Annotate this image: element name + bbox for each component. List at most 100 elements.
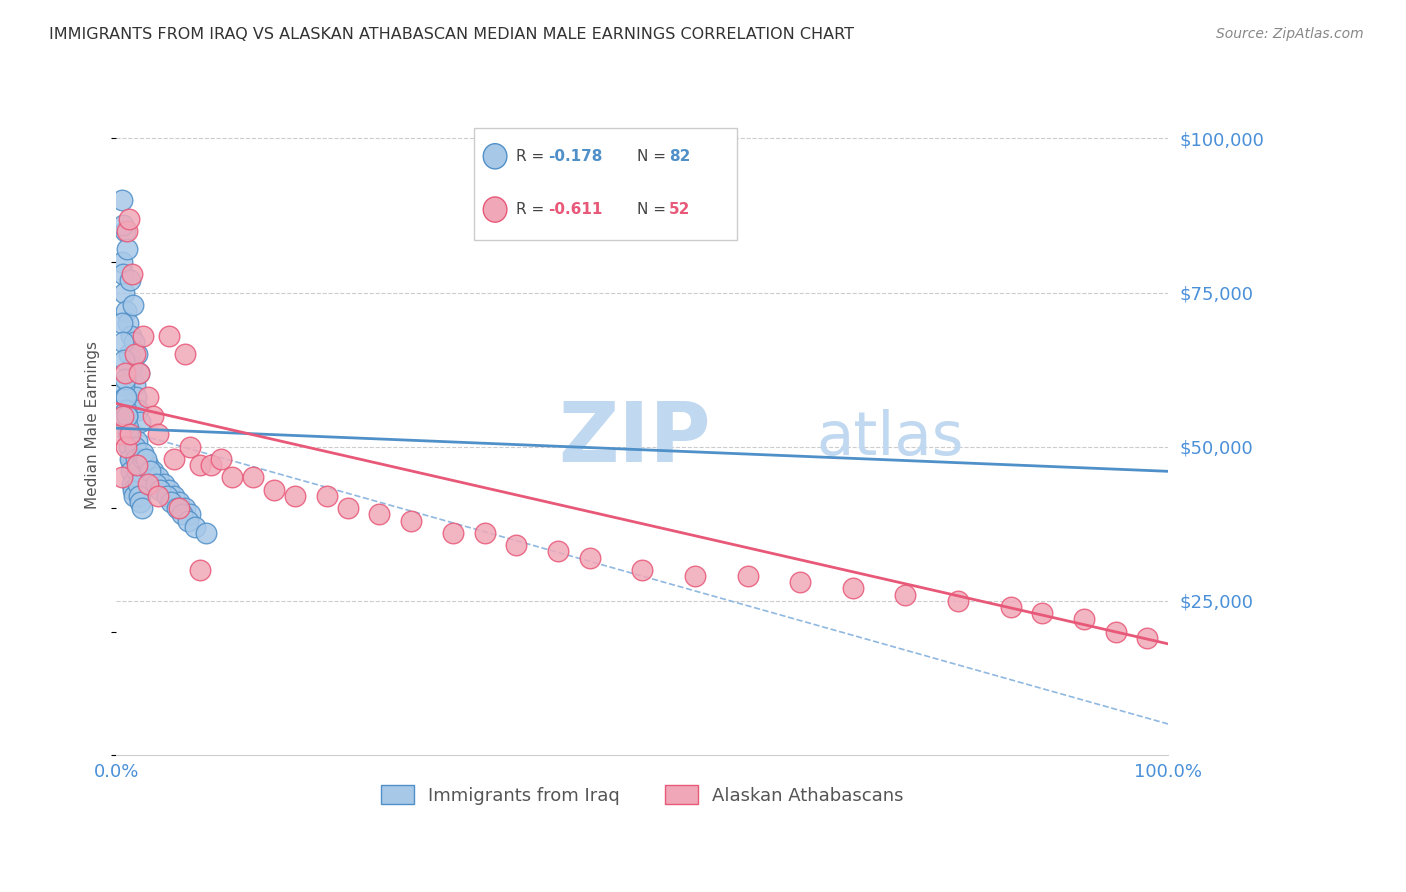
Point — [115, 243, 138, 257]
Point — [127, 434, 149, 448]
Legend: Immigrants from Iraq, Alaskan Athabascans: Immigrants from Iraq, Alaskan Athabascan… — [374, 778, 911, 812]
Point — [170, 508, 193, 522]
Point — [124, 440, 146, 454]
Point — [200, 458, 222, 472]
Point — [169, 495, 191, 509]
Point — [128, 458, 150, 472]
Point — [110, 193, 132, 207]
Point — [127, 458, 149, 472]
Point — [136, 390, 159, 404]
Point — [111, 218, 134, 232]
Point — [160, 495, 183, 509]
Point — [441, 526, 464, 541]
Point — [124, 347, 146, 361]
Point — [114, 366, 136, 380]
Point — [179, 440, 201, 454]
Point — [114, 224, 136, 238]
Text: Source: ZipAtlas.com: Source: ZipAtlas.com — [1216, 27, 1364, 41]
Point — [127, 347, 149, 361]
Point — [120, 452, 142, 467]
Point — [157, 483, 180, 497]
Point — [547, 544, 569, 558]
Point — [118, 347, 141, 361]
Point — [110, 427, 132, 442]
Point — [127, 446, 149, 460]
Point — [399, 514, 422, 528]
Point — [179, 508, 201, 522]
Point — [122, 464, 145, 478]
Point — [117, 317, 139, 331]
Point — [131, 452, 153, 467]
Point — [263, 483, 285, 497]
Point — [683, 569, 706, 583]
Point — [894, 588, 917, 602]
Point — [110, 470, 132, 484]
Point — [177, 514, 200, 528]
Point — [125, 390, 148, 404]
Point — [125, 452, 148, 467]
Point — [152, 476, 174, 491]
Point — [114, 390, 136, 404]
Point — [118, 427, 141, 442]
Point — [118, 440, 141, 454]
Point — [135, 452, 157, 467]
Point — [114, 440, 136, 454]
Point — [505, 538, 527, 552]
Point — [122, 483, 145, 497]
Point — [336, 501, 359, 516]
Point — [131, 501, 153, 516]
Point — [139, 464, 162, 478]
Point — [111, 334, 134, 349]
Point — [184, 520, 207, 534]
Point — [194, 526, 217, 541]
Point — [173, 501, 195, 516]
Point — [131, 446, 153, 460]
Point — [122, 470, 145, 484]
Point — [129, 470, 152, 484]
Point — [136, 476, 159, 491]
Point — [737, 569, 759, 583]
Point — [242, 470, 264, 484]
Point — [142, 464, 165, 478]
Point — [114, 402, 136, 417]
Point — [166, 501, 188, 516]
Point — [145, 476, 167, 491]
Point — [190, 458, 212, 472]
Point — [115, 224, 138, 238]
Point — [118, 273, 141, 287]
Point — [1031, 606, 1053, 620]
Point — [129, 495, 152, 509]
Point — [111, 409, 134, 423]
Y-axis label: Median Male Earnings: Median Male Earnings — [86, 341, 100, 509]
Point — [190, 563, 212, 577]
Point — [221, 470, 243, 484]
Point — [120, 328, 142, 343]
Point — [368, 508, 391, 522]
Point — [129, 415, 152, 429]
Point — [474, 526, 496, 541]
Point — [1000, 599, 1022, 614]
Point — [173, 347, 195, 361]
Text: IMMIGRANTS FROM IRAQ VS ALASKAN ATHABASCAN MEDIAN MALE EARNINGS CORRELATION CHAR: IMMIGRANTS FROM IRAQ VS ALASKAN ATHABASC… — [49, 27, 855, 42]
Point — [128, 366, 150, 380]
Point — [121, 359, 143, 374]
Point — [169, 501, 191, 516]
Point — [128, 489, 150, 503]
Point — [110, 254, 132, 268]
Point — [124, 476, 146, 491]
Point — [117, 421, 139, 435]
Point — [114, 372, 136, 386]
Point — [114, 390, 136, 404]
Point — [112, 285, 135, 300]
Point — [631, 563, 654, 577]
Point — [1105, 624, 1128, 639]
Text: ZIP: ZIP — [558, 398, 710, 479]
Point — [118, 440, 141, 454]
Point — [110, 409, 132, 423]
Point — [149, 483, 172, 497]
Point — [127, 402, 149, 417]
Point — [131, 483, 153, 497]
Point — [122, 298, 145, 312]
Point — [111, 267, 134, 281]
Point — [118, 434, 141, 448]
